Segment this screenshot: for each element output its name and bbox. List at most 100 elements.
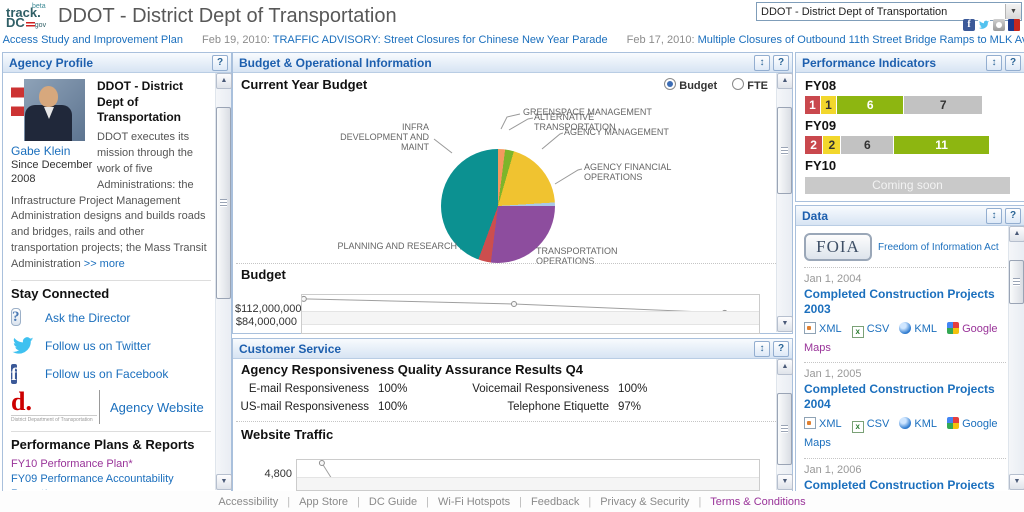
agency-website-row[interactable]: d. District Department of Transportation… <box>11 388 211 425</box>
report-link-fy09-accountability[interactable]: FY09 Performance Accountability Report* <box>11 473 174 490</box>
twitter-row[interactable]: Follow us on Twitter <box>11 334 211 358</box>
scrollbar-thumb[interactable] <box>1009 260 1024 304</box>
ask-director-link[interactable]: Ask the Director <box>45 311 131 326</box>
fte-radio[interactable] <box>732 78 745 90</box>
footer-link-app-store[interactable]: App Store <box>299 495 349 508</box>
ddot-logo-caption: District Department of Transportation <box>11 414 97 423</box>
pie-label-planning-research: PLANNING AND RESEARCH <box>337 241 457 251</box>
agency-profile-panel: Agency Profile ? Gabe Klein Since Decemb… <box>2 52 232 492</box>
pie-label-agency-financial-operations: AGENCY FINANCIAL OPERATIONS <box>584 162 672 182</box>
website-traffic-heading: Website Traffic <box>241 427 334 442</box>
footer-link-privacy[interactable]: Privacy & Security <box>600 495 690 508</box>
scroll-down-arrow[interactable]: ▼ <box>777 316 793 332</box>
help-button[interactable]: ? <box>1005 207 1021 224</box>
ask-director-row[interactable]: ? Ask the Director <box>11 306 211 330</box>
google-earth-icon <box>899 322 912 334</box>
resize-button[interactable]: ↕ <box>986 207 1002 224</box>
data-item: Jan 1, 2004 Completed Construction Proje… <box>804 273 1006 357</box>
agency-selector[interactable]: DDOT - District Dept of Transportation ▼ <box>756 2 1022 21</box>
scroll-up-arrow[interactable]: ▲ <box>777 359 793 375</box>
delicious-icon[interactable] <box>1008 19 1020 31</box>
scroll-up-arrow[interactable]: ▲ <box>777 73 793 89</box>
twitter-icon[interactable] <box>978 19 990 31</box>
traffic-y-tick-4800: 4,800 <box>264 468 292 480</box>
performance-indicators-header: Performance Indicators ↕ ? <box>796 53 1024 73</box>
scroll-down-arrow[interactable]: ▼ <box>1009 474 1024 490</box>
footer-link-wifi-hotspots[interactable]: Wi-Fi Hotspots <box>438 495 511 508</box>
scrollbar[interactable]: ▲ ▼ <box>776 359 793 490</box>
traffic-line-chart <box>296 459 760 493</box>
scrollbar[interactable]: ▲ ▼ <box>1008 226 1024 490</box>
facebook-link[interactable]: Follow us on Facebook <box>45 367 169 382</box>
divider <box>236 421 790 422</box>
google-maps-link[interactable]: Google Maps <box>804 322 998 354</box>
scrollbar-thumb[interactable] <box>777 107 792 194</box>
foia-logo[interactable]: FOIA <box>804 233 872 261</box>
scrollbar[interactable]: ▲ ▼ <box>776 73 793 332</box>
help-button[interactable]: ? <box>1005 54 1021 71</box>
panel-title: Performance Indicators <box>802 55 937 70</box>
scroll-down-arrow[interactable]: ▼ <box>216 474 232 490</box>
metric-label: US-mail Responsiveness <box>240 401 369 413</box>
xml-link[interactable]: XML <box>804 417 842 430</box>
divider <box>236 263 790 264</box>
xml-link[interactable]: XML <box>804 322 842 335</box>
resize-button[interactable]: ↕ <box>754 340 770 357</box>
indicator-segment: 1 <box>821 96 836 114</box>
twitter-link[interactable]: Follow us on Twitter <box>45 339 151 354</box>
help-button[interactable]: ? <box>773 340 789 357</box>
csv-link[interactable]: x CSV <box>851 323 889 338</box>
google-earth-icon <box>899 417 912 430</box>
ticker-link[interactable]: TRAFFIC ADVISORY: Street Closures for Ch… <box>272 34 608 46</box>
help-button[interactable]: ? <box>773 54 789 71</box>
scroll-up-arrow[interactable]: ▲ <box>216 73 232 89</box>
footer-link-accessibility[interactable]: Accessibility <box>218 495 279 508</box>
news-ticker: n Access Study and Improvement Plan Feb … <box>0 34 1024 49</box>
ticker-link[interactable]: n Access Study and Improvement Plan <box>0 34 183 46</box>
budget-panel-header: Budget & Operational Information ↕ ? <box>233 53 792 73</box>
panel-title: Budget & Operational Information <box>239 55 432 70</box>
resize-button[interactable]: ↕ <box>986 54 1002 71</box>
data-item-title[interactable]: Completed Construction Projects 2004 <box>804 382 995 412</box>
chevron-down-icon[interactable]: ▼ <box>1005 4 1021 19</box>
resize-button[interactable]: ↕ <box>754 54 770 71</box>
kml-link[interactable]: KML <box>899 322 937 335</box>
footer-link-terms[interactable]: Terms & Conditions <box>710 495 806 508</box>
trackdc-logo[interactable]: beta track. DC gov <box>6 3 47 30</box>
data-item-title[interactable]: Completed Construction Projects 2005 <box>804 477 995 490</box>
more-link[interactable]: >> more <box>83 258 125 271</box>
foia-link[interactable]: Freedom of Information Act <box>878 241 999 253</box>
data-item-title[interactable]: Completed Construction Projects 2003 <box>804 287 995 316</box>
facebook-row[interactable]: f Follow us on Facebook <box>11 362 211 386</box>
help-button[interactable]: ? <box>212 54 228 71</box>
ticker-item: n Access Study and Improvement Plan <box>0 34 183 46</box>
indicator-segment: 6 <box>841 136 894 154</box>
scrollbar-thumb[interactable] <box>216 107 231 299</box>
budget-radio[interactable] <box>664 78 677 90</box>
xml-icon <box>804 417 816 430</box>
footer-link-feedback[interactable]: Feedback <box>531 495 580 508</box>
kml-link[interactable]: KML <box>899 417 937 430</box>
scroll-down-arrow[interactable]: ▼ <box>777 474 793 490</box>
google-maps-link[interactable]: Google Maps <box>804 417 998 450</box>
panel-title: Agency Profile <box>9 55 94 70</box>
director-name-link[interactable]: Gabe Klein <box>11 144 71 158</box>
report-link-fy10-plan[interactable]: FY10 Performance Plan* <box>11 458 133 471</box>
scroll-up-arrow[interactable]: ▲ <box>1009 226 1024 242</box>
scrollbar[interactable]: ▲ ▼ <box>215 73 232 490</box>
footer-link-dc-guide[interactable]: DC Guide <box>368 495 418 508</box>
indicator-segment: 7 <box>904 96 982 114</box>
scrollbar-thumb[interactable] <box>777 393 792 465</box>
agency-name: DDOT - District Dept of Transportation <box>97 79 184 125</box>
ticker-link[interactable]: Multiple Closures of Outbound 11th Stree… <box>697 34 1024 46</box>
csv-link[interactable]: x CSV <box>851 418 889 434</box>
facebook-icon[interactable]: f <box>963 19 975 31</box>
divider <box>804 457 1006 459</box>
agency-website-link[interactable]: Agency Website <box>110 399 204 415</box>
agency-selector-value: DDOT - District Dept of Transportation <box>761 5 948 18</box>
ticker-date: Feb 17, 2010: <box>626 34 695 46</box>
panel-title: Customer Service <box>239 341 342 356</box>
digg-icon[interactable] <box>993 19 1005 31</box>
